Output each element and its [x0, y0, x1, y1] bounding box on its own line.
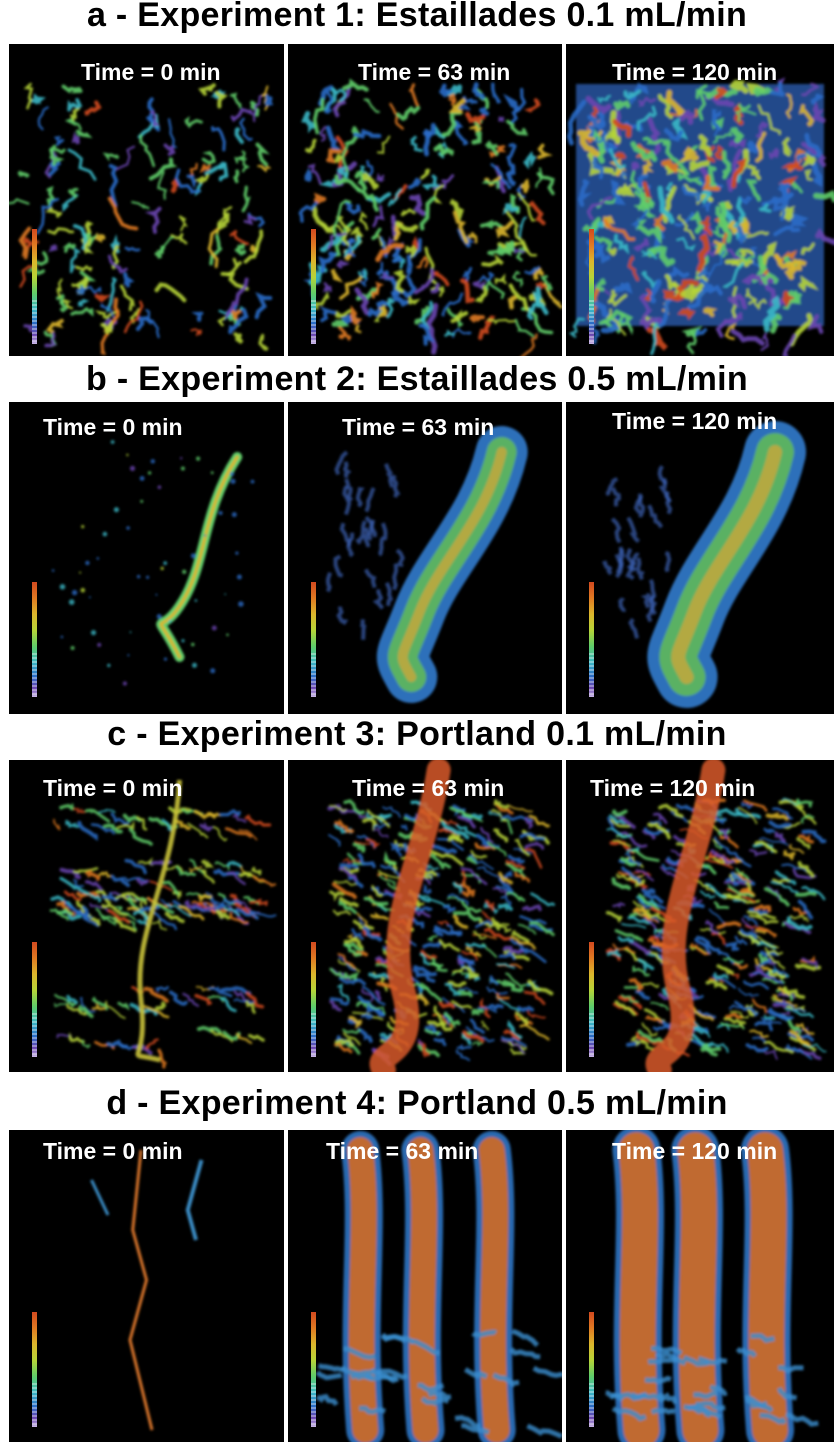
colorbar: [589, 942, 594, 1057]
panel-b-t63: Time = 63 min: [288, 402, 562, 714]
colorbar: [589, 1312, 594, 1427]
fracture-network-image: [49, 779, 277, 1069]
panel-a-t0: Time = 0 min: [9, 44, 284, 356]
wormhole-image: [315, 1131, 562, 1442]
time-label: Time = 0 min: [43, 1138, 183, 1164]
colorbar: [311, 229, 316, 344]
row-c-panels: Time = 0 min Time = 63 min Time = 120 mi…: [9, 760, 834, 1072]
panel-d-t120: Time = 120 min: [566, 1130, 834, 1442]
time-label: Time = 0 min: [43, 775, 183, 801]
row-a-title: a - Experiment 1: Estaillades 0.1 mL/min: [86, 0, 748, 34]
panel-a-t63: Time = 63 min: [288, 44, 562, 356]
panel-d-t0: Time = 0 min: [9, 1130, 284, 1442]
fracture-network-image: [327, 760, 556, 1072]
row-d-panels: Time = 0 min Time = 63 min Time = 120 mi…: [9, 1130, 834, 1442]
row-c-title: c - Experiment 3: Portland 0.1 mL/min: [107, 715, 727, 753]
wormhole-image: [605, 1130, 819, 1442]
wormhole-image: [51, 440, 255, 686]
time-label: Time = 63 min: [352, 775, 505, 801]
colorbar: [311, 942, 316, 1057]
colorbar: [589, 582, 594, 697]
wormhole-image: [325, 426, 528, 703]
colorbar: [32, 582, 37, 697]
pore-network-image: [9, 82, 274, 356]
panel-c-t0: Time = 0 min: [9, 760, 284, 1072]
colorbar: [32, 229, 37, 344]
panel-c-t120: Time = 120 min: [566, 760, 834, 1072]
pore-network-image: [566, 77, 834, 356]
wormhole-image: [90, 1149, 204, 1431]
time-label: Time = 120 min: [612, 1138, 778, 1164]
time-label: Time = 63 min: [342, 414, 495, 440]
row-b-panels: Time = 0 min Time = 63 min Time = 120 mi…: [9, 402, 834, 714]
panel-c-t63: Time = 63 min: [288, 760, 562, 1072]
panel-b-t120: Time = 120 min: [566, 402, 834, 714]
colorbar: [32, 942, 37, 1057]
colorbar: [311, 1312, 316, 1427]
colorbar: [311, 582, 316, 697]
panel-b-t0: Time = 0 min: [9, 402, 284, 714]
panel-a-t120: Time = 120 min: [566, 44, 834, 356]
wormhole-image: [602, 421, 807, 708]
time-label: Time = 63 min: [326, 1138, 479, 1164]
fracture-network-image: [605, 760, 827, 1072]
time-label: Time = 0 min: [43, 414, 183, 440]
pore-network-image: [298, 78, 562, 356]
row-d-title: d - Experiment 4: Portland 0.5 mL/min: [106, 1084, 728, 1122]
colorbar: [32, 1312, 37, 1427]
row-b-title: b - Experiment 2: Estaillades 0.5 mL/min: [86, 360, 748, 398]
time-label: Time = 0 min: [81, 59, 221, 85]
row-a-panels: Time = 0 min Time = 63 min Time = 120 mi…: [9, 44, 834, 356]
colorbar: [589, 229, 594, 344]
time-label: Time = 63 min: [358, 59, 511, 85]
time-label: Time = 120 min: [590, 775, 756, 801]
time-label: Time = 120 min: [612, 59, 778, 85]
time-label: Time = 120 min: [612, 408, 778, 434]
panel-d-t63: Time = 63 min: [288, 1130, 562, 1442]
